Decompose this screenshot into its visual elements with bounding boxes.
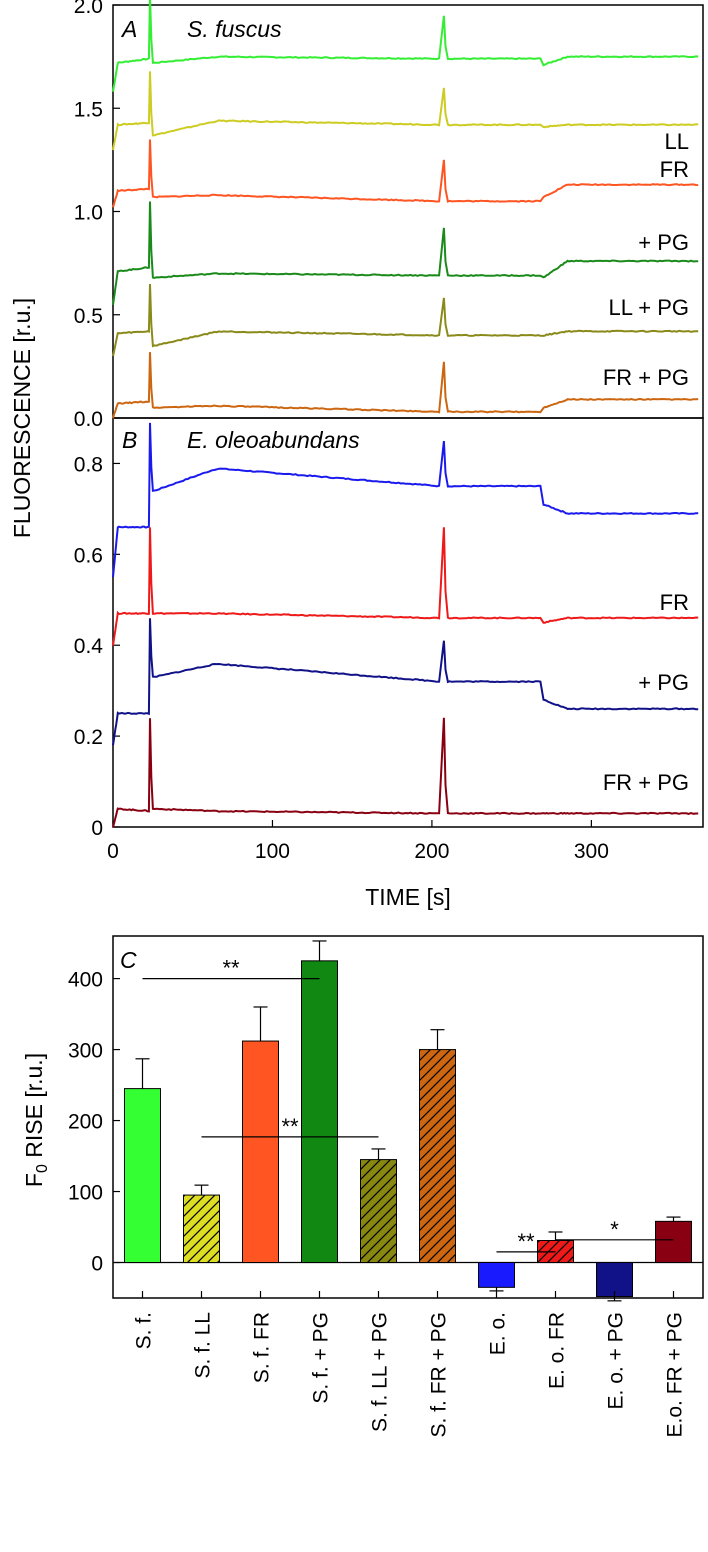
panel-b-series-label: FR + PG: [603, 770, 689, 795]
bar: [301, 960, 338, 1264]
panel-a-series-line: [112, 0, 699, 92]
panel-b-series-line: [112, 527, 699, 646]
panel-a-series-label: FR: [660, 157, 689, 182]
bar: [124, 1088, 161, 1264]
panel-a-ytick-label: 2.0: [74, 0, 103, 18]
panel-b: 0 0.2 0.4 0.6 0.8 0 100 200 300 FR + PG FR + PG: [74, 422, 699, 863]
panel-b-xtick-label: 200: [414, 840, 449, 863]
bar-hatch: [360, 1159, 397, 1263]
panel-b-xtick-label: 300: [574, 840, 609, 863]
panel-b-letter: B: [122, 427, 137, 453]
panel-b-series-line: [112, 618, 699, 746]
panel-a-series-label: LL + PG: [608, 295, 689, 320]
panel-a-series-label: LL: [665, 129, 689, 154]
category-label: S. f. LL: [192, 1312, 215, 1379]
y-axis-label-ab: FLUORESCENCE [r.u.]: [9, 298, 35, 538]
panel-c-frame: [112, 935, 704, 1299]
y-axis-label-c: F0 RISE [r.u.]: [21, 1053, 51, 1187]
panel-b-xtick-label: 0: [107, 840, 119, 863]
panel-a-series-line: [112, 139, 699, 208]
panel-b-series-line: [112, 422, 699, 578]
panel-a-series-line: [112, 352, 699, 419]
panel-b-series-label: + PG: [638, 670, 689, 695]
bar: [242, 1040, 279, 1264]
panel-c-ytick-label: 300: [68, 1040, 103, 1063]
panel-a-series-line: [112, 283, 699, 357]
significance-label: **: [281, 1114, 299, 1139]
panel-c-ytick-label: 400: [68, 969, 103, 992]
category-label: S. f. FR + PG: [428, 1312, 451, 1437]
category-label: E. o. + PG: [605, 1312, 628, 1409]
panel-c-ytick-label: 0: [91, 1253, 103, 1276]
category-label: E.o. FR + PG: [664, 1312, 687, 1437]
x-axis-label-b: TIME [s]: [365, 884, 451, 910]
category-label: S. f. LL + PG: [369, 1312, 392, 1432]
panel-b-ytick-label: 0.8: [74, 453, 103, 476]
y-label-f: F: [21, 1173, 47, 1187]
bar: [655, 1220, 692, 1264]
panel-b-ytick-label: 0: [91, 817, 103, 840]
bar: [478, 1262, 515, 1288]
panel-a-series-label: + PG: [638, 230, 689, 255]
panel-b-ytick-label: 0.2: [74, 726, 103, 749]
panel-a-series-line: [112, 71, 699, 151]
y-label-subscript: 0: [34, 1164, 51, 1173]
significance-label: *: [610, 1217, 619, 1242]
panel-a-title: S. fuscus: [187, 16, 282, 42]
significance-label: **: [517, 1229, 535, 1254]
significance-label: **: [222, 956, 240, 981]
bar-hatch: [183, 1195, 220, 1263]
panel-a-series-line: [112, 201, 699, 306]
category-label: E. o.: [487, 1312, 510, 1355]
panel-a-frame: [112, 4, 704, 419]
panel-b-title: E. oleoabundans: [187, 427, 360, 453]
panel-a-ytick-label: 1.5: [74, 98, 103, 121]
panel-b-series-line: [112, 717, 699, 828]
panel-a-ytick-label: 1.0: [74, 202, 103, 225]
panel-b-ytick-label: 0.4: [74, 635, 104, 658]
panel-a-ytick-label: 0.5: [74, 305, 103, 328]
category-label: S. f. FR: [251, 1312, 274, 1383]
category-label: S. f.: [133, 1312, 156, 1349]
category-label: S. f. + PG: [310, 1312, 333, 1404]
panel-c-ytick-label: 200: [68, 1111, 103, 1134]
panel-c-letter: C: [120, 947, 137, 973]
panel-a-series-label: FR + PG: [603, 365, 689, 390]
panel-b-frame: [112, 417, 704, 828]
panel-c: 0 100 200 300 400 S. f. S. f. LL S. f. FR S. f. …: [68, 940, 703, 1437]
panel-a-letter: A: [120, 16, 137, 42]
bar-hatch: [419, 1049, 456, 1263]
panel-a: 0.0 0.5 1.0 1.5 2.0 LL FR + PG LL + PG FR + PG: [74, 0, 699, 431]
panel-b-series-label: FR: [660, 590, 689, 615]
panel-b-xtick-label: 100: [255, 840, 290, 863]
panel-a-ytick-label: 0.0: [74, 408, 103, 431]
category-label: E. o. FR: [546, 1312, 569, 1389]
panel-c-ytick-label: 100: [68, 1182, 103, 1205]
panel-b-ytick-label: 0.6: [74, 544, 103, 567]
y-label-rest: RISE [r.u.]: [21, 1053, 47, 1164]
